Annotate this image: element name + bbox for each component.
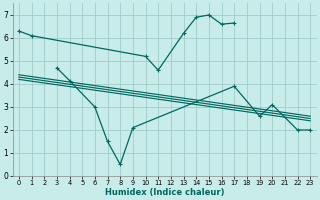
X-axis label: Humidex (Indice chaleur): Humidex (Indice chaleur) xyxy=(105,188,224,197)
